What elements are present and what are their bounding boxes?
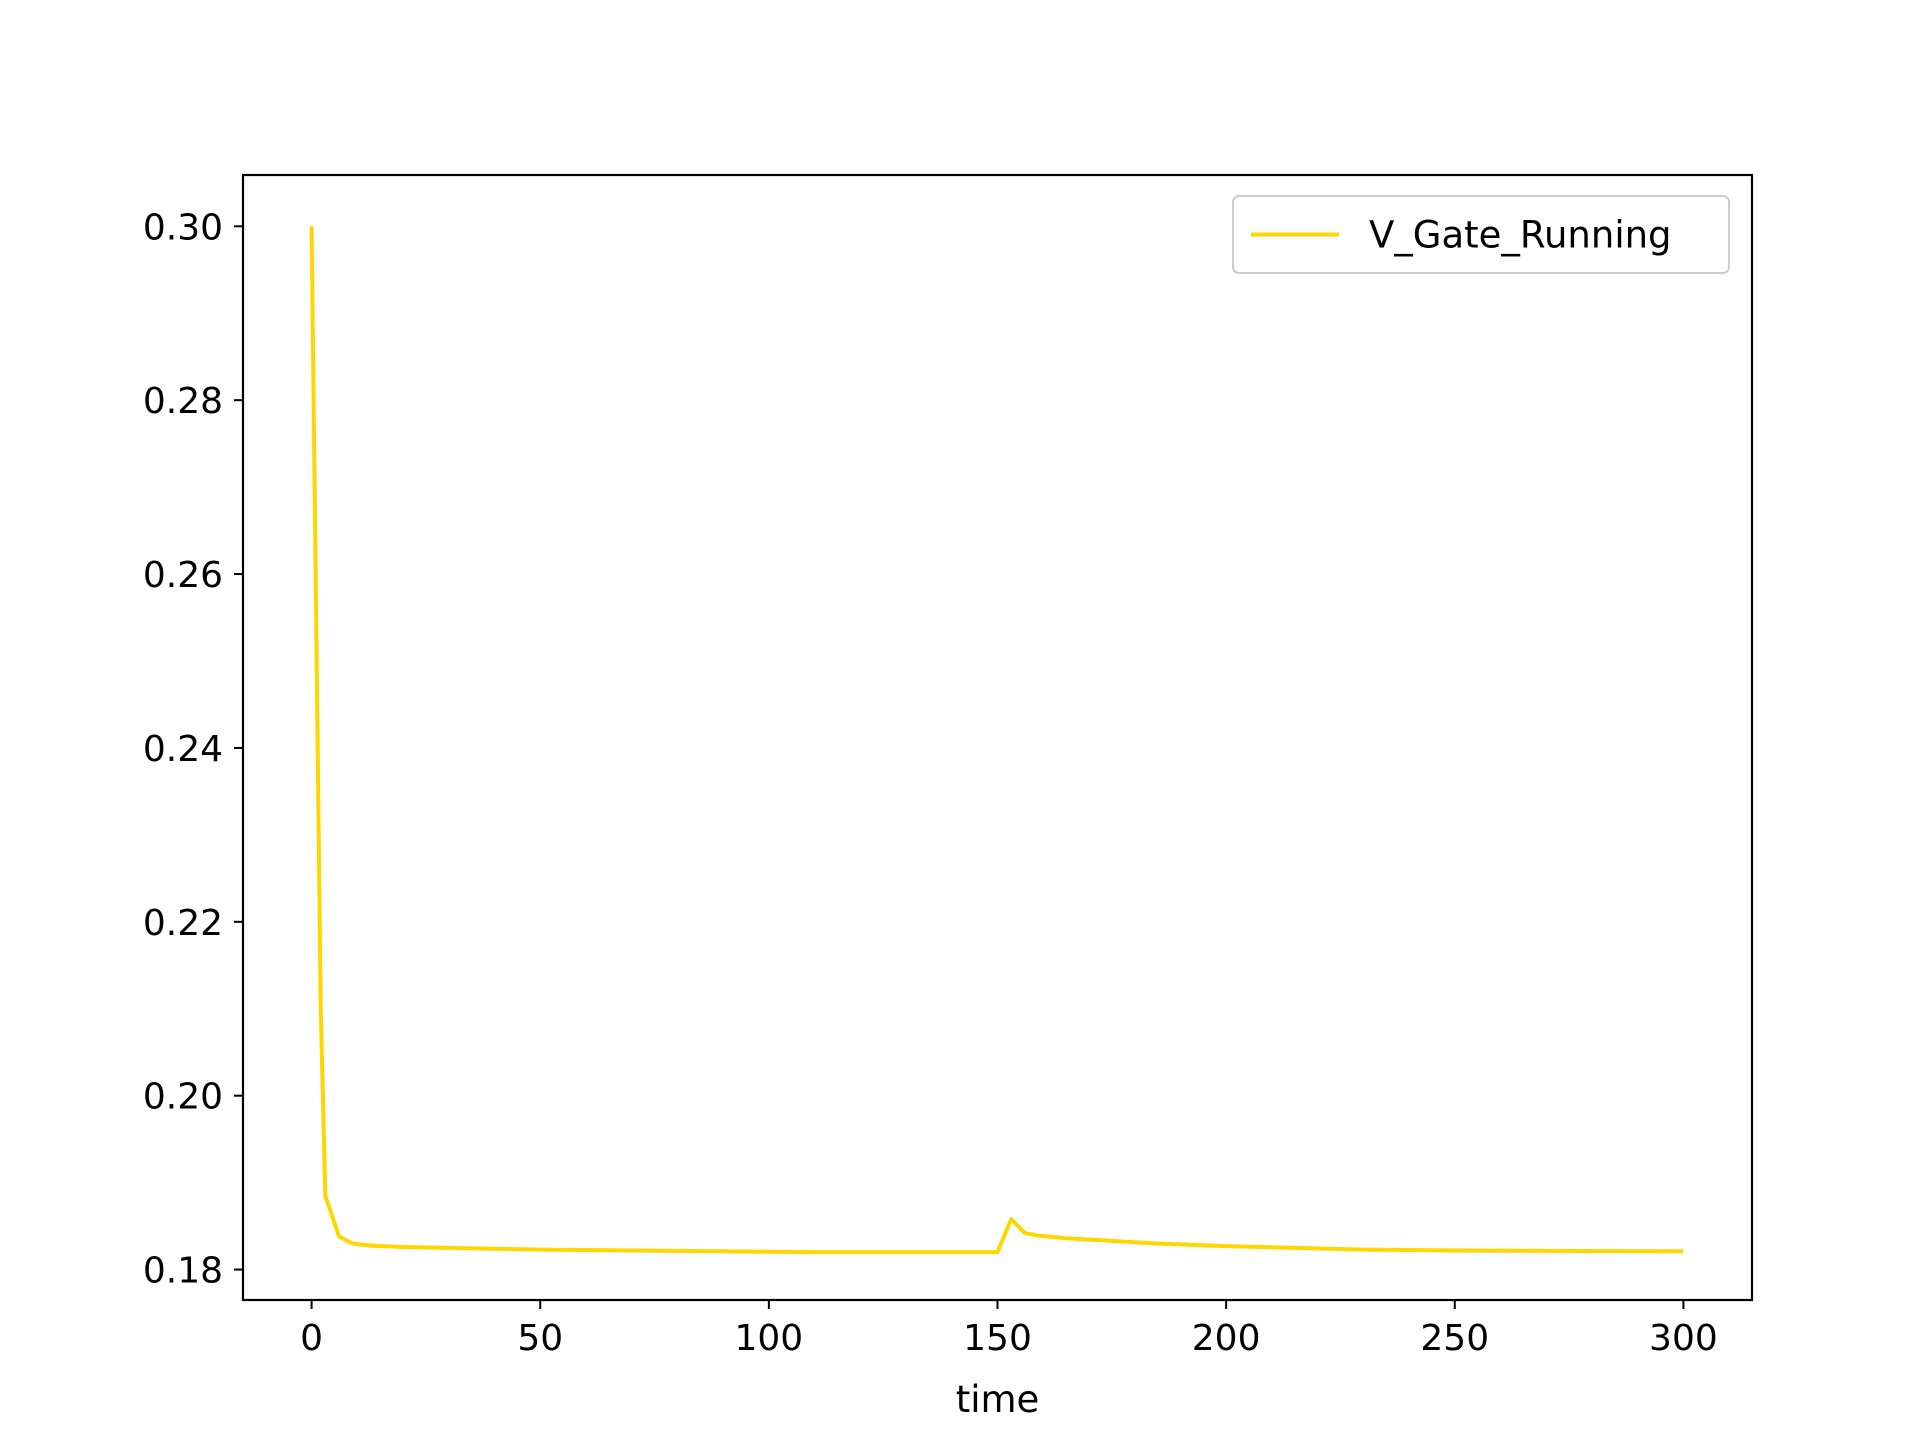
y-tick-label: 0.28 [143, 381, 223, 422]
y-tick-label: 0.20 [143, 1077, 223, 1118]
y-tick-label: 0.24 [143, 729, 223, 770]
x-tick-label: 200 [1192, 1318, 1261, 1359]
legend-box [1232, 195, 1730, 274]
x-tick-label: 150 [963, 1318, 1032, 1359]
x-tick-label: 100 [735, 1318, 804, 1359]
x-axis-label: time [956, 1378, 1040, 1421]
x-tick-label: 250 [1420, 1318, 1489, 1359]
y-tick-label: 0.22 [143, 903, 223, 944]
x-tick-label: 50 [517, 1318, 563, 1359]
y-axis: 0.18 0.20 0.22 0.24 0.26 0.28 0.30 [143, 207, 243, 1292]
series-line-v-gate-running [309, 226, 1684, 1255]
legend: V_Gate_Running [1232, 195, 1730, 274]
x-axis: 0 50 100 150 200 250 300 [300, 1300, 1718, 1359]
y-tick-label: 0.18 [143, 1251, 223, 1292]
y-tick-label: 0.26 [143, 555, 223, 596]
legend-label: V_Gate_Running [1369, 214, 1672, 257]
x-tick-label: 300 [1649, 1318, 1718, 1359]
x-tick-label: 0 [300, 1318, 323, 1359]
y-tick-label: 0.30 [143, 207, 223, 248]
